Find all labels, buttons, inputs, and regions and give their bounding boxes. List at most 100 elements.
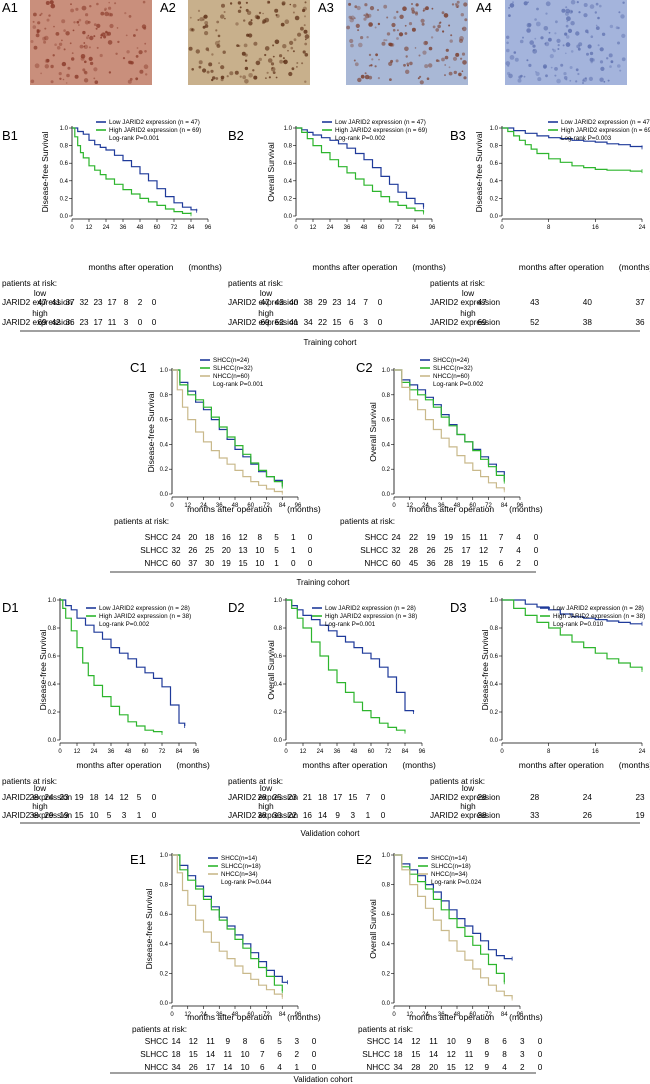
nucleus-stain xyxy=(444,74,446,77)
y-tick-label: 0.0 xyxy=(382,1001,391,1007)
legend-entry: SLHCC(n=32) xyxy=(213,365,253,372)
x-tick-label: 60 xyxy=(368,749,375,755)
nucleus-stain xyxy=(458,72,462,77)
risk-row-label: SHCC xyxy=(367,1037,390,1046)
x-tick-label: 72 xyxy=(263,503,270,509)
risk-row-label: SLHCC xyxy=(362,1050,390,1059)
y-tick-label: 0.2 xyxy=(48,710,57,716)
nucleus-stain xyxy=(205,47,209,51)
risk-value: 9 xyxy=(484,1063,489,1072)
panel-label: A4 xyxy=(476,0,492,15)
nucleus-stain xyxy=(292,50,295,53)
nucleus-stain xyxy=(79,44,84,49)
risk-value: 47 xyxy=(37,298,47,307)
risk-value: 12 xyxy=(119,793,129,802)
risk-value: 1 xyxy=(291,533,296,542)
nucleus-stain xyxy=(302,50,306,54)
legend-entry: High JARID2 expression (n = 38) xyxy=(553,613,645,620)
nucleus-stain xyxy=(528,63,532,67)
x-tick-label: 0 xyxy=(58,749,62,755)
nucleus-stain xyxy=(353,59,356,62)
nucleus-stain xyxy=(452,56,458,61)
x-tick-label: 96 xyxy=(419,749,426,755)
risk-value: 9 xyxy=(467,1037,472,1046)
nucleus-stain xyxy=(460,13,464,17)
risk-value: 0 xyxy=(312,1063,317,1072)
nucleus-stain xyxy=(523,1,528,6)
risk-value: 1 xyxy=(294,1063,299,1072)
legend-entry: Low JARID2 expression (n = 47) xyxy=(335,119,426,126)
nucleus-stain xyxy=(377,77,380,80)
legend-entry: SHCC(n=24) xyxy=(433,357,469,364)
nucleus-stain xyxy=(303,24,306,27)
legend-entry: SHCC(n=14) xyxy=(221,855,257,862)
nucleus-stain xyxy=(243,43,248,48)
risk-value: 15 xyxy=(479,559,489,568)
nucleus-stain xyxy=(519,39,524,44)
x-tick-label: 60 xyxy=(247,1012,254,1018)
nucleus-stain xyxy=(355,23,360,28)
nucleus-stain xyxy=(258,11,262,15)
x-tick-label: 36 xyxy=(216,503,223,509)
km-panel-b1: B1 0.0 0.2 0.4 0.6 0.8 1.0 0 12 24 36 48 60 72 84 96 Dis… xyxy=(2,119,222,327)
nucleus-stain xyxy=(40,72,42,75)
nucleus-stain xyxy=(135,55,139,58)
panel-label: E1 xyxy=(130,852,146,867)
panel-label: A2 xyxy=(160,0,176,15)
nucleus-stain xyxy=(265,77,267,79)
y-tick-label: 0.6 xyxy=(60,161,69,167)
risk-value: 4 xyxy=(502,1063,507,1072)
risk-value: 17 xyxy=(93,318,103,327)
x-tick-label: 36 xyxy=(120,225,127,231)
nucleus-stain xyxy=(78,18,82,22)
nucleus-stain xyxy=(202,68,207,73)
nucleus-stain xyxy=(304,53,309,57)
nucleus-stain xyxy=(526,28,531,33)
nucleus-stain xyxy=(83,42,86,44)
risk-value: 0 xyxy=(534,546,539,555)
risk-value: 69 xyxy=(37,318,47,327)
cohort-divider: Validation cohort xyxy=(110,1072,536,1084)
x-tick-label: 60 xyxy=(142,749,149,755)
x-tick-label: 12 xyxy=(184,503,191,509)
y-tick-label: 0.8 xyxy=(48,626,57,632)
x-tick-label: 84 xyxy=(501,1012,508,1018)
km-panel-b3: B3 0.0 0.2 0.4 0.6 0.8 1.0 0 8 16 24 Disease-free S… xyxy=(430,119,650,327)
x-tick-label: 0 xyxy=(70,225,74,231)
nucleus-stain xyxy=(101,32,106,37)
nucleus-stain xyxy=(46,58,50,63)
panel-label: A3 xyxy=(318,0,334,15)
risk-value: 0 xyxy=(378,298,383,307)
nucleus-stain xyxy=(143,64,149,69)
risk-value: 28 xyxy=(411,1063,421,1072)
risk-value: 17 xyxy=(461,546,471,555)
x-tick-label: 8 xyxy=(547,749,551,755)
nucleus-stain xyxy=(422,50,427,55)
legend-entry: SHCC(n=24) xyxy=(213,357,249,364)
x-axis-title: months after operation xyxy=(519,760,604,770)
nucleus-stain xyxy=(75,7,79,11)
risk-value: 41 xyxy=(289,318,299,327)
panel-label: D2 xyxy=(228,600,245,615)
nucleus-stain xyxy=(89,35,94,41)
nucleus-stain xyxy=(246,33,250,37)
y-axis-title: Disease-free Survival xyxy=(146,392,156,473)
risk-value: 9 xyxy=(335,811,340,820)
risk-value: 17 xyxy=(206,1063,216,1072)
nucleus-stain xyxy=(597,16,600,20)
nucleus-stain xyxy=(532,49,535,52)
risk-value: 28 xyxy=(530,793,540,802)
legend-entry: Low JARID2 expression (n = 28) xyxy=(99,605,190,612)
nucleus-stain xyxy=(360,74,365,79)
risk-value: 0 xyxy=(308,533,313,542)
nucleus-stain xyxy=(256,15,260,20)
risk-value: 38 xyxy=(257,811,267,820)
risk-row-sublabel: high xyxy=(258,309,274,318)
nucleus-stain xyxy=(609,24,614,29)
nucleus-stain xyxy=(32,20,35,23)
risk-value: 4 xyxy=(277,1063,282,1072)
panel-label: C1 xyxy=(130,360,147,375)
nucleus-stain xyxy=(42,36,47,41)
x-tick-label: 24 xyxy=(200,503,207,509)
nucleus-stain xyxy=(65,82,68,84)
